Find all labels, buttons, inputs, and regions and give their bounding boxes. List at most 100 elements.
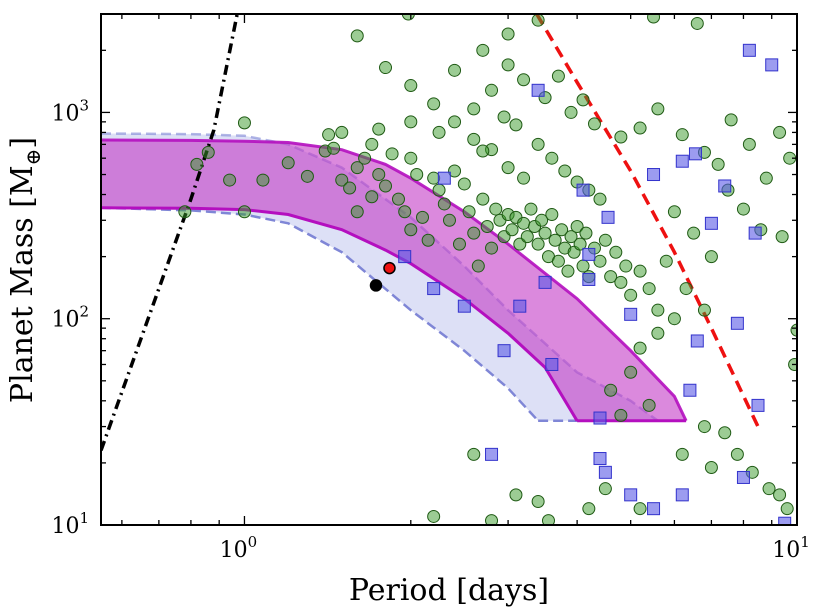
circle-point-71 bbox=[593, 254, 607, 268]
circle-point-156 bbox=[476, 43, 490, 57]
circle-point-105 bbox=[742, 137, 756, 151]
circle-point-24 bbox=[404, 151, 418, 165]
circle-point-132 bbox=[633, 502, 647, 516]
square-point-0 bbox=[398, 250, 412, 264]
circle-point-162 bbox=[404, 115, 418, 129]
circle-point-97 bbox=[587, 117, 601, 131]
circle-point-73 bbox=[604, 270, 618, 284]
mass-bands bbox=[101, 132, 688, 423]
square-point-8 bbox=[545, 357, 559, 371]
circle-point-90 bbox=[593, 192, 607, 206]
circle-point-46 bbox=[505, 223, 519, 237]
circle-point-31 bbox=[437, 197, 451, 211]
circle-point-68 bbox=[579, 226, 593, 240]
circle-point-5 bbox=[237, 205, 251, 219]
band-1-lower-edge bbox=[101, 206, 579, 422]
square-point-4 bbox=[497, 344, 511, 358]
circle-point-76 bbox=[619, 259, 633, 273]
circle-point-60 bbox=[555, 223, 569, 237]
circle-point-91 bbox=[448, 115, 462, 129]
circle-point-143 bbox=[773, 488, 787, 502]
circle-point-137 bbox=[427, 509, 441, 523]
circle-point-38 bbox=[471, 259, 485, 273]
circle-point-123 bbox=[604, 383, 618, 397]
square-point-28 bbox=[778, 516, 792, 525]
circle-point-127 bbox=[718, 426, 732, 440]
band-0-lower-edge bbox=[101, 206, 540, 422]
circle-point-166 bbox=[509, 118, 523, 132]
circle-point-49 bbox=[517, 216, 531, 230]
circle-point-14 bbox=[350, 161, 364, 175]
circle-point-42 bbox=[489, 202, 503, 216]
circle-point-19 bbox=[372, 168, 386, 182]
circle-point-63 bbox=[564, 230, 578, 244]
square-point-15 bbox=[647, 168, 661, 182]
square-point-11 bbox=[582, 247, 596, 261]
circle-point-98 bbox=[614, 130, 628, 144]
plot-frame bbox=[100, 13, 798, 526]
circle-point-96 bbox=[564, 105, 578, 119]
square-point-21 bbox=[718, 179, 732, 193]
circle-point-161 bbox=[372, 122, 386, 136]
circle-point-41 bbox=[485, 241, 499, 255]
circle-point-101 bbox=[675, 128, 689, 142]
circle-point-136 bbox=[509, 488, 523, 502]
circle-point-128 bbox=[730, 447, 744, 461]
circle-point-144 bbox=[790, 323, 797, 337]
circle-point-158 bbox=[551, 69, 565, 83]
dashdot-line-0 bbox=[101, 14, 239, 451]
circle-point-75 bbox=[614, 275, 628, 289]
y-axis-label-main: Planet Mass [M bbox=[5, 165, 40, 403]
circle-point-17 bbox=[365, 137, 379, 151]
circle-point-20 bbox=[379, 179, 393, 193]
circle-point-85 bbox=[531, 137, 545, 151]
circle-point-141 bbox=[675, 447, 689, 461]
circle-point-103 bbox=[711, 157, 725, 171]
circle-point-36 bbox=[462, 205, 476, 219]
y-tick-label: 101 bbox=[51, 509, 89, 539]
circle-point-11 bbox=[327, 141, 341, 155]
circle-point-15 bbox=[350, 205, 364, 219]
square-point-17 bbox=[683, 383, 697, 397]
circle-point-77 bbox=[624, 288, 638, 302]
circle-point-120 bbox=[651, 326, 665, 340]
circle-point-94 bbox=[517, 73, 531, 87]
circle-point-107 bbox=[773, 125, 787, 139]
circle-point-1 bbox=[190, 157, 204, 171]
circle-point-155 bbox=[448, 63, 462, 77]
circle-point-30 bbox=[432, 183, 446, 197]
circle-point-33 bbox=[448, 164, 462, 178]
square-point-32 bbox=[624, 488, 638, 502]
circle-point-18 bbox=[365, 190, 379, 204]
circle-point-28 bbox=[421, 233, 435, 247]
circle-point-154 bbox=[427, 97, 441, 111]
square-point-33 bbox=[647, 502, 661, 516]
circle-point-113 bbox=[667, 205, 681, 219]
square-point-26 bbox=[736, 470, 750, 484]
circle-point-83 bbox=[501, 161, 515, 175]
circle-point-109 bbox=[775, 230, 789, 244]
square-point-7 bbox=[538, 275, 552, 289]
circle-point-114 bbox=[687, 226, 701, 240]
square-point-10 bbox=[582, 272, 596, 286]
square-point-16 bbox=[675, 154, 689, 168]
circle-point-21 bbox=[385, 147, 399, 161]
circle-point-148 bbox=[647, 14, 661, 24]
dashed-line-1 bbox=[535, 14, 760, 428]
x-axis-label: Period [days] bbox=[349, 573, 549, 608]
square-point-23 bbox=[742, 43, 756, 57]
circle-point-80 bbox=[651, 303, 665, 317]
band-1 bbox=[101, 140, 687, 421]
circle-point-66 bbox=[573, 237, 587, 251]
circle-point-12 bbox=[335, 173, 349, 187]
x-tick-label: 100 bbox=[220, 533, 258, 563]
circle-point-121 bbox=[633, 341, 647, 355]
circle-point-92 bbox=[467, 102, 481, 116]
square-point-29 bbox=[485, 447, 499, 461]
circle-point-125 bbox=[642, 398, 656, 412]
square-point-3 bbox=[457, 299, 471, 313]
circle-point-159 bbox=[576, 93, 590, 107]
circle-point-142 bbox=[704, 460, 718, 474]
circle-point-65 bbox=[570, 219, 584, 233]
circle-point-135 bbox=[485, 514, 499, 525]
